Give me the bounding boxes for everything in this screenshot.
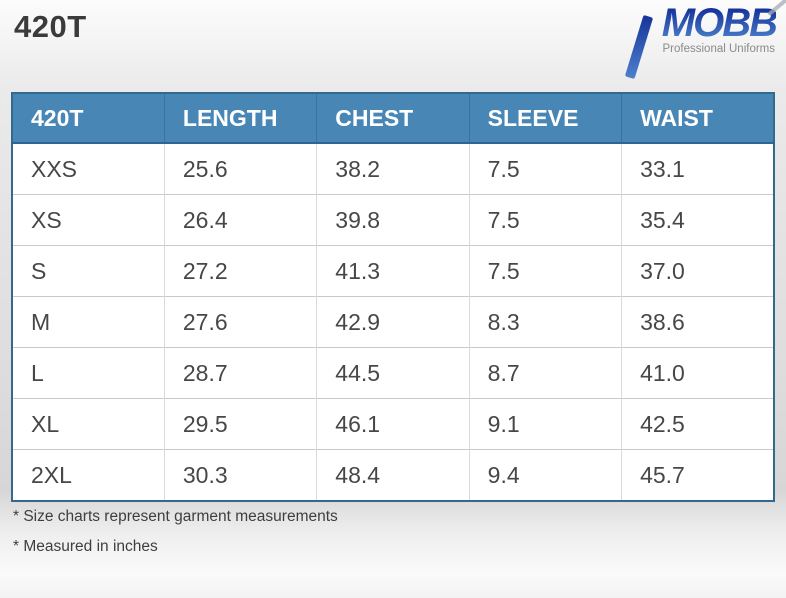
chest-cell: 48.4 <box>316 449 470 501</box>
size-label-cell: XS <box>12 194 165 246</box>
column-header-sleeve: SLEEVE <box>468 93 622 144</box>
table-header-row: 420T LENGTH CHEST SLEEVE WAIST <box>12 93 774 144</box>
length-cell: 29.5 <box>163 398 317 450</box>
size-label-cell: M <box>12 296 165 348</box>
length-cell: 27.2 <box>163 245 317 297</box>
waist-cell: 38.6 <box>621 296 774 348</box>
chest-cell: 42.9 <box>316 296 470 348</box>
table-row: 2XL 30.3 48.4 9.4 45.7 <box>12 449 774 501</box>
logo-slash-icon <box>624 14 654 80</box>
note-garment-measurements: * Size charts represent garment measurem… <box>13 508 338 525</box>
sleeve-cell: 7.5 <box>468 245 622 297</box>
length-cell: 26.4 <box>163 194 317 246</box>
logo-tagline: Professional Uniforms <box>662 43 775 55</box>
sleeve-cell: 7.5 <box>468 143 622 195</box>
table-row: S 27.2 41.3 7.5 37.0 <box>12 245 774 297</box>
table-row: XS 26.4 39.8 7.5 35.4 <box>12 194 774 246</box>
chest-cell: 44.5 <box>316 347 470 399</box>
table-row: M 27.6 42.9 8.3 38.6 <box>12 296 774 348</box>
chest-cell: 38.2 <box>316 143 470 195</box>
length-cell: 28.7 <box>163 347 317 399</box>
sleeve-cell: 9.1 <box>468 398 622 450</box>
length-cell: 27.6 <box>163 296 317 348</box>
waist-cell: 37.0 <box>621 245 774 297</box>
length-cell: 25.6 <box>163 143 317 195</box>
column-header-size: 420T <box>12 93 165 144</box>
column-header-length: LENGTH <box>163 93 317 144</box>
waist-cell: 41.0 <box>621 347 774 399</box>
size-label-cell: S <box>12 245 165 297</box>
waist-cell: 42.5 <box>621 398 774 450</box>
logo-brand-text: MOBB <box>661 1 778 45</box>
sleeve-cell: 7.5 <box>468 194 622 246</box>
note-measured-in-inches: * Measured in inches <box>13 538 158 555</box>
chest-cell: 41.3 <box>316 245 470 297</box>
waist-cell: 45.7 <box>621 449 774 501</box>
table-row: XXS 25.6 38.2 7.5 33.1 <box>12 143 774 195</box>
column-header-waist: WAIST <box>621 93 774 144</box>
logo: MOBB Professional Uniforms <box>618 3 778 83</box>
size-label-cell: XXS <box>12 143 165 195</box>
chest-cell: 39.8 <box>316 194 470 246</box>
sleeve-cell: 9.4 <box>468 449 622 501</box>
page-title: 420T <box>14 9 87 44</box>
size-label-cell: L <box>12 347 165 399</box>
table-row: XL 29.5 46.1 9.1 42.5 <box>12 398 774 450</box>
length-cell: 30.3 <box>163 449 317 501</box>
sleeve-cell: 8.7 <box>468 347 622 399</box>
size-chart-table: 420T LENGTH CHEST SLEEVE WAIST XXS 25.6 … <box>11 92 775 502</box>
sleeve-cell: 8.3 <box>468 296 622 348</box>
footnotes: * Size charts represent garment measurem… <box>13 508 338 568</box>
column-header-chest: CHEST <box>316 93 470 144</box>
size-label-cell: 2XL <box>12 449 165 501</box>
waist-cell: 33.1 <box>621 143 774 195</box>
chest-cell: 46.1 <box>316 398 470 450</box>
waist-cell: 35.4 <box>621 194 774 246</box>
table-row: L 28.7 44.5 8.7 41.0 <box>12 347 774 399</box>
size-label-cell: XL <box>12 398 165 450</box>
